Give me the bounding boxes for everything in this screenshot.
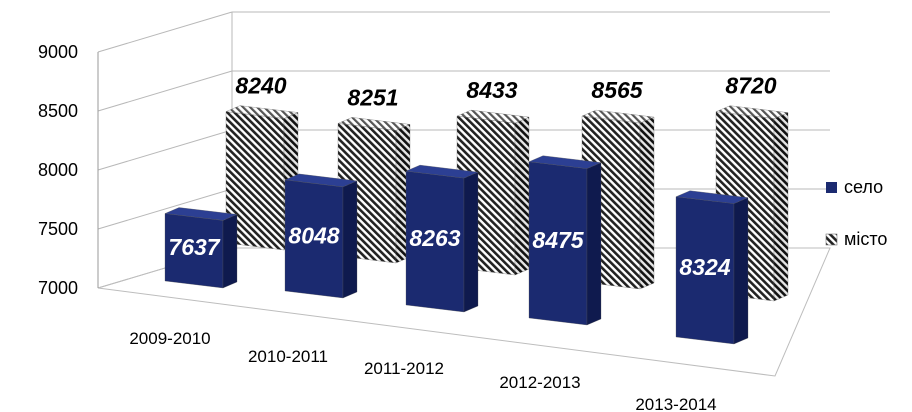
selo-bar	[164, 207, 238, 289]
selo-bar	[528, 155, 602, 326]
y-tick-label: 8000	[38, 160, 78, 180]
x-axis-categories: 2009-2010 2010-2011 2011-2012 2012-2013 2013…	[129, 329, 716, 412]
legend-label: місто	[844, 229, 887, 249]
legend-swatch	[825, 233, 838, 246]
data-label-selo: 8263	[409, 225, 460, 251]
x-tick-label: 2013-2014	[635, 395, 716, 412]
data-label-misto: 8240	[235, 73, 286, 99]
data-label-misto: 8565	[591, 77, 643, 103]
data-label-misto: 8720	[725, 73, 776, 99]
x-tick-label: 2012-2013	[499, 373, 580, 392]
data-label-misto: 8433	[466, 77, 517, 103]
y-tick-label: 7500	[38, 219, 78, 239]
selo-bar	[675, 190, 749, 345]
data-label-selo: 8048	[288, 222, 339, 248]
legend-label: село	[844, 177, 883, 197]
data-labels: 8240 8251 8433 8565 8720 7637 8048 8263 8475 8324	[168, 73, 776, 280]
legend-swatch	[826, 182, 837, 193]
data-label-misto: 8251	[347, 84, 398, 110]
x-tick-label: 2011-2012	[364, 359, 444, 378]
gridline-side	[97, 70, 233, 112]
data-label-selo: 7637	[168, 234, 220, 260]
x-tick-label: 2009-2010	[129, 329, 210, 348]
x-tick-label: 2010-2011	[248, 347, 328, 366]
y-tick-label: 9000	[38, 42, 78, 62]
bars	[164, 105, 789, 345]
y-axis-ticks: 7000 7500 8000 8500 9000	[38, 42, 78, 298]
data-label-selo: 8475	[532, 227, 584, 253]
data-label-selo: 8324	[679, 254, 730, 280]
y-tick-label: 8500	[38, 101, 78, 121]
selo-bar	[405, 164, 479, 313]
legend: село місто	[825, 177, 887, 249]
selo-bar	[284, 173, 358, 299]
gridline-side	[97, 129, 233, 171]
y-tick-label: 7000	[38, 278, 78, 298]
gridline-side	[97, 11, 233, 53]
gridline-side	[97, 188, 233, 230]
